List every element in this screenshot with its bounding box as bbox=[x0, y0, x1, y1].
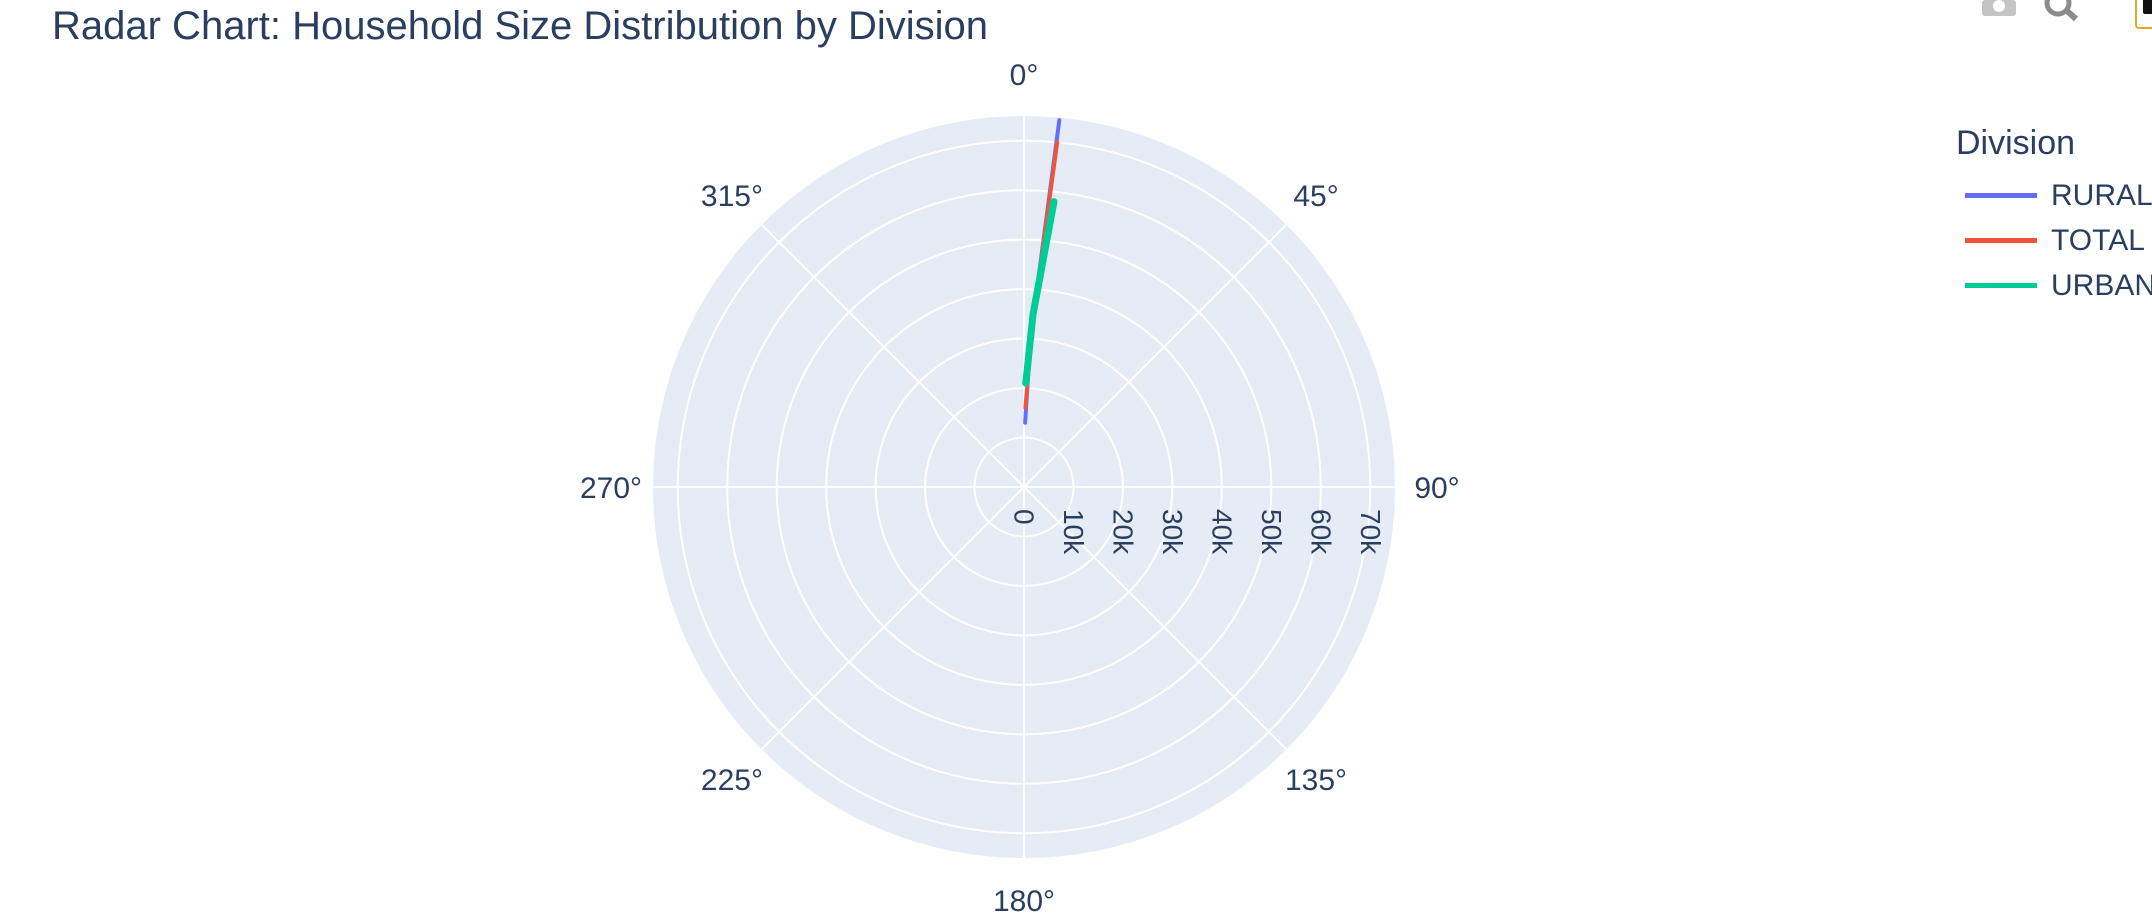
legend-title: Division bbox=[1956, 124, 2076, 162]
legend-label: RURAL bbox=[2051, 178, 2152, 212]
plotly-logo-icon[interactable] bbox=[2135, 0, 2152, 29]
legend-swatch bbox=[1965, 238, 2037, 243]
radial-tick-label: 50k bbox=[1256, 509, 1287, 555]
angular-gridline bbox=[760, 223, 1025, 488]
angular-gridline bbox=[760, 486, 1025, 751]
angular-tick-label: 0° bbox=[1010, 59, 1039, 92]
polar-chart: 0° 45° 90° 135° 180° 225° 270° 315° 0 10k 20k 30k 40… bbox=[580, 59, 1460, 916]
radial-tick-label: 20k bbox=[1107, 509, 1138, 555]
modebar bbox=[1980, 0, 2152, 45]
radial-tick-label: 60k bbox=[1305, 509, 1336, 555]
legend-swatch bbox=[1965, 193, 2037, 198]
radial-tick-label: 40k bbox=[1206, 509, 1237, 555]
radial-tick-label: 10k bbox=[1058, 509, 1089, 555]
angular-tick-label: 270° bbox=[580, 472, 642, 505]
angular-tick-label: 45° bbox=[1293, 180, 1338, 213]
legend-item-rural[interactable]: RURAL bbox=[1955, 173, 2152, 218]
legend-item-total[interactable]: TOTAL bbox=[1955, 218, 2152, 263]
legend-label: TOTAL bbox=[2051, 223, 2145, 257]
angular-tick-label: 180° bbox=[993, 885, 1055, 916]
angular-tick-label: 90° bbox=[1414, 472, 1459, 505]
legend-item-urban[interactable]: URBAN bbox=[1955, 263, 2152, 308]
angular-tick-label: 225° bbox=[701, 764, 763, 797]
radial-tick-label: 30k bbox=[1157, 509, 1188, 555]
camera-icon[interactable] bbox=[1982, 0, 2016, 16]
legend: Division RURAL TOTAL URBAN bbox=[1955, 124, 2152, 308]
zoom-icon[interactable] bbox=[2044, 0, 2079, 22]
series-line-urban bbox=[1022, 198, 1058, 387]
angular-tick-label: 315° bbox=[701, 180, 763, 213]
angular-tick-label: 135° bbox=[1285, 764, 1347, 797]
radial-tick-label: 70k bbox=[1355, 509, 1386, 555]
legend-swatch bbox=[1965, 283, 2037, 288]
angular-gridline bbox=[1023, 486, 1288, 751]
angular-gridline bbox=[1023, 223, 1288, 488]
radial-tick-label: 0 bbox=[1009, 509, 1040, 525]
legend-label: URBAN bbox=[2051, 268, 2152, 302]
chart-title: Radar Chart: Household Size Distribution… bbox=[52, 4, 988, 48]
